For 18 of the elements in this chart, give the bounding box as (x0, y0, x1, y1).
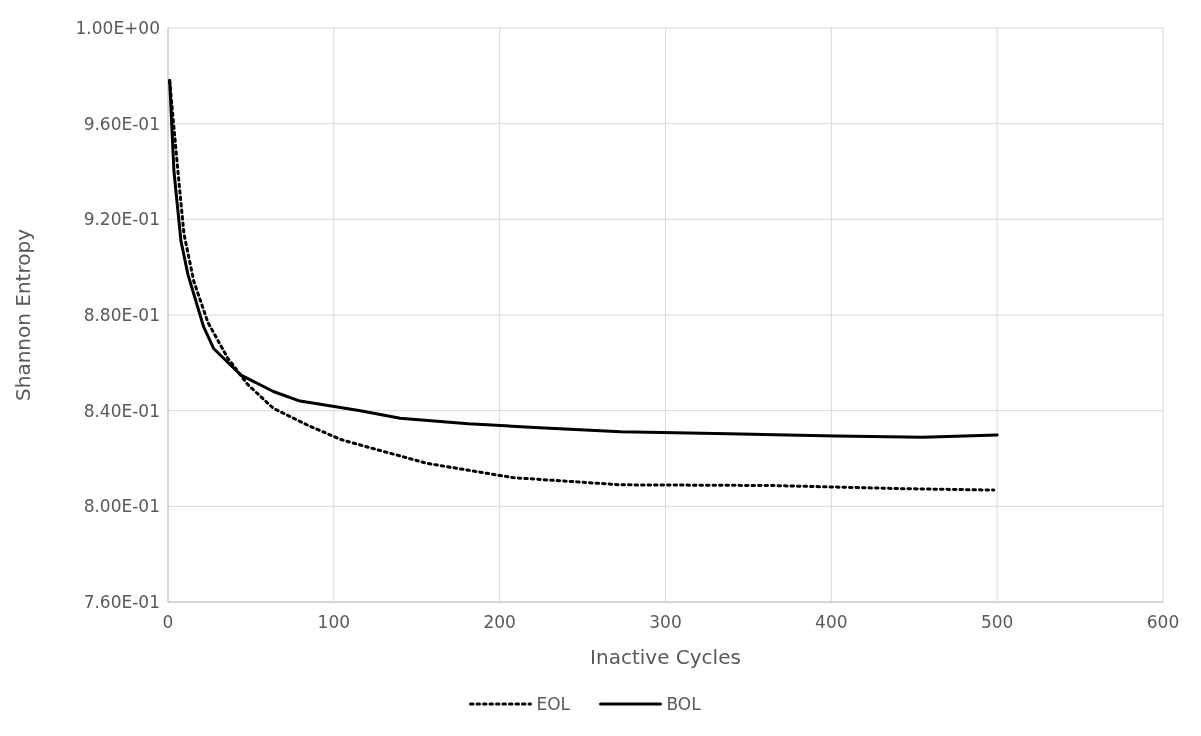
legend-label: EOL (536, 693, 571, 714)
y-tick-label: 8.40E-01 (83, 400, 160, 421)
x-tick-label: 500 (980, 612, 1014, 632)
y-tick-label: 8.80E-01 (83, 304, 160, 325)
x-axis-title: Inactive Cycles (590, 645, 741, 669)
x-tick-label: 0 (162, 612, 174, 632)
x-tick-label: 300 (649, 612, 682, 632)
y-tick-label: 9.20E-01 (83, 209, 160, 230)
x-tick-label: 200 (483, 612, 516, 632)
y-tick-label: 9.60E-01 (83, 113, 160, 134)
x-tick-label: 100 (317, 612, 351, 632)
y-tick-label: 7.60E-01 (83, 591, 160, 612)
legend-label: BOL (666, 693, 702, 714)
y-axis-title: Shannon Entropy (11, 228, 35, 401)
y-tick-label: 8.00E-01 (83, 496, 160, 517)
y-tick-label: 1.00E+00 (75, 17, 160, 38)
x-tick-label: 600 (1146, 612, 1180, 632)
x-tick-label: 400 (815, 612, 848, 632)
